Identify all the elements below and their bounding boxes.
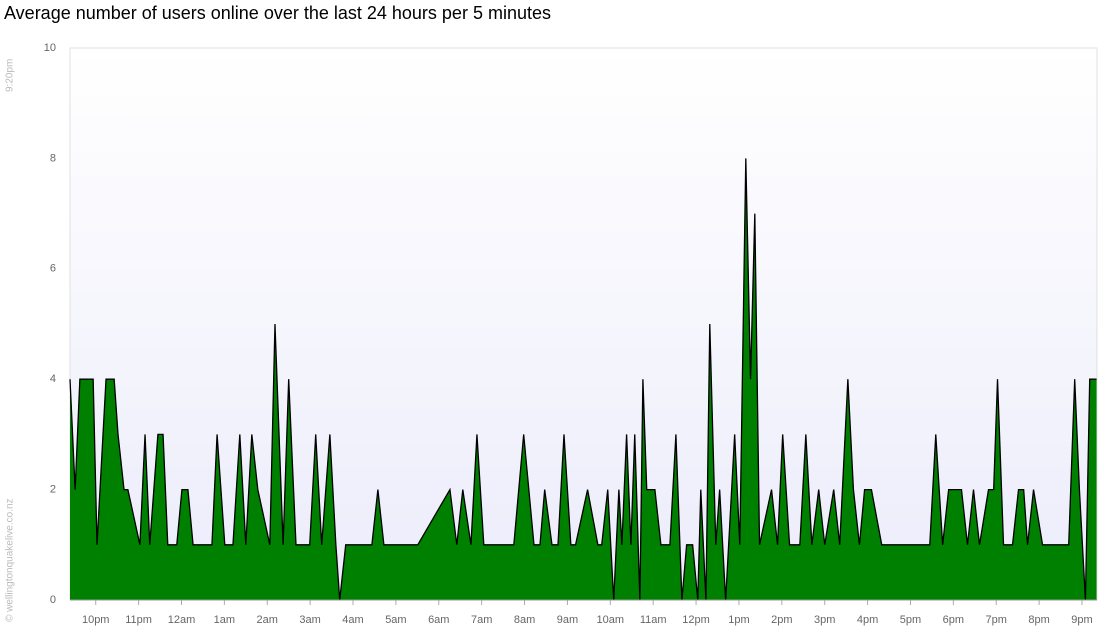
y-tick-label: 6 <box>50 263 56 275</box>
copyright: © wellingtonquakelive.co.nz <box>5 498 16 622</box>
x-tick-label: 8am <box>514 614 535 626</box>
x-tick-label: 6pm <box>943 614 964 626</box>
x-tick-label: 9am <box>557 614 578 626</box>
y-tick-label: 2 <box>50 484 56 496</box>
x-tick-label: 2pm <box>771 614 792 626</box>
x-tick-label: 11pm <box>125 614 152 626</box>
x-tick-label: 9pm <box>1071 614 1092 626</box>
x-tick-label: 7am <box>471 614 492 626</box>
x-tick-label: 6am <box>428 614 449 626</box>
x-tick-label: 10pm <box>82 614 110 626</box>
x-tick-label: 2am <box>257 614 278 626</box>
x-tick-label: 10am <box>597 614 625 626</box>
area <box>70 158 1097 600</box>
x-tick-label: 5pm <box>900 614 921 626</box>
x-tick-label: 12am <box>168 614 196 626</box>
x-tick-label: 3pm <box>814 614 835 626</box>
x-tick-label: 11am <box>640 614 667 626</box>
x-tick-label: 5am <box>385 614 406 626</box>
x-tick-label: 7pm <box>986 614 1007 626</box>
chart-title: Average number of users online over the … <box>4 3 551 23</box>
y-tick-label: 8 <box>50 152 56 164</box>
x-tick-label: 4pm <box>857 614 878 626</box>
x-tick-label: 1am <box>214 614 235 626</box>
x-tick-label: 4am <box>342 614 363 626</box>
x-tick-label: 1pm <box>728 614 749 626</box>
y-tick-label: 10 <box>44 42 56 54</box>
y-tick-label: 0 <box>50 594 56 606</box>
y-tick-label: 4 <box>50 373 56 385</box>
x-tick-label: 12pm <box>682 614 710 626</box>
x-tick-label: 3am <box>299 614 320 626</box>
time-note: 9:20pm <box>5 59 16 92</box>
x-tick-label: 8pm <box>1028 614 1049 626</box>
area-line <box>69 158 1097 601</box>
